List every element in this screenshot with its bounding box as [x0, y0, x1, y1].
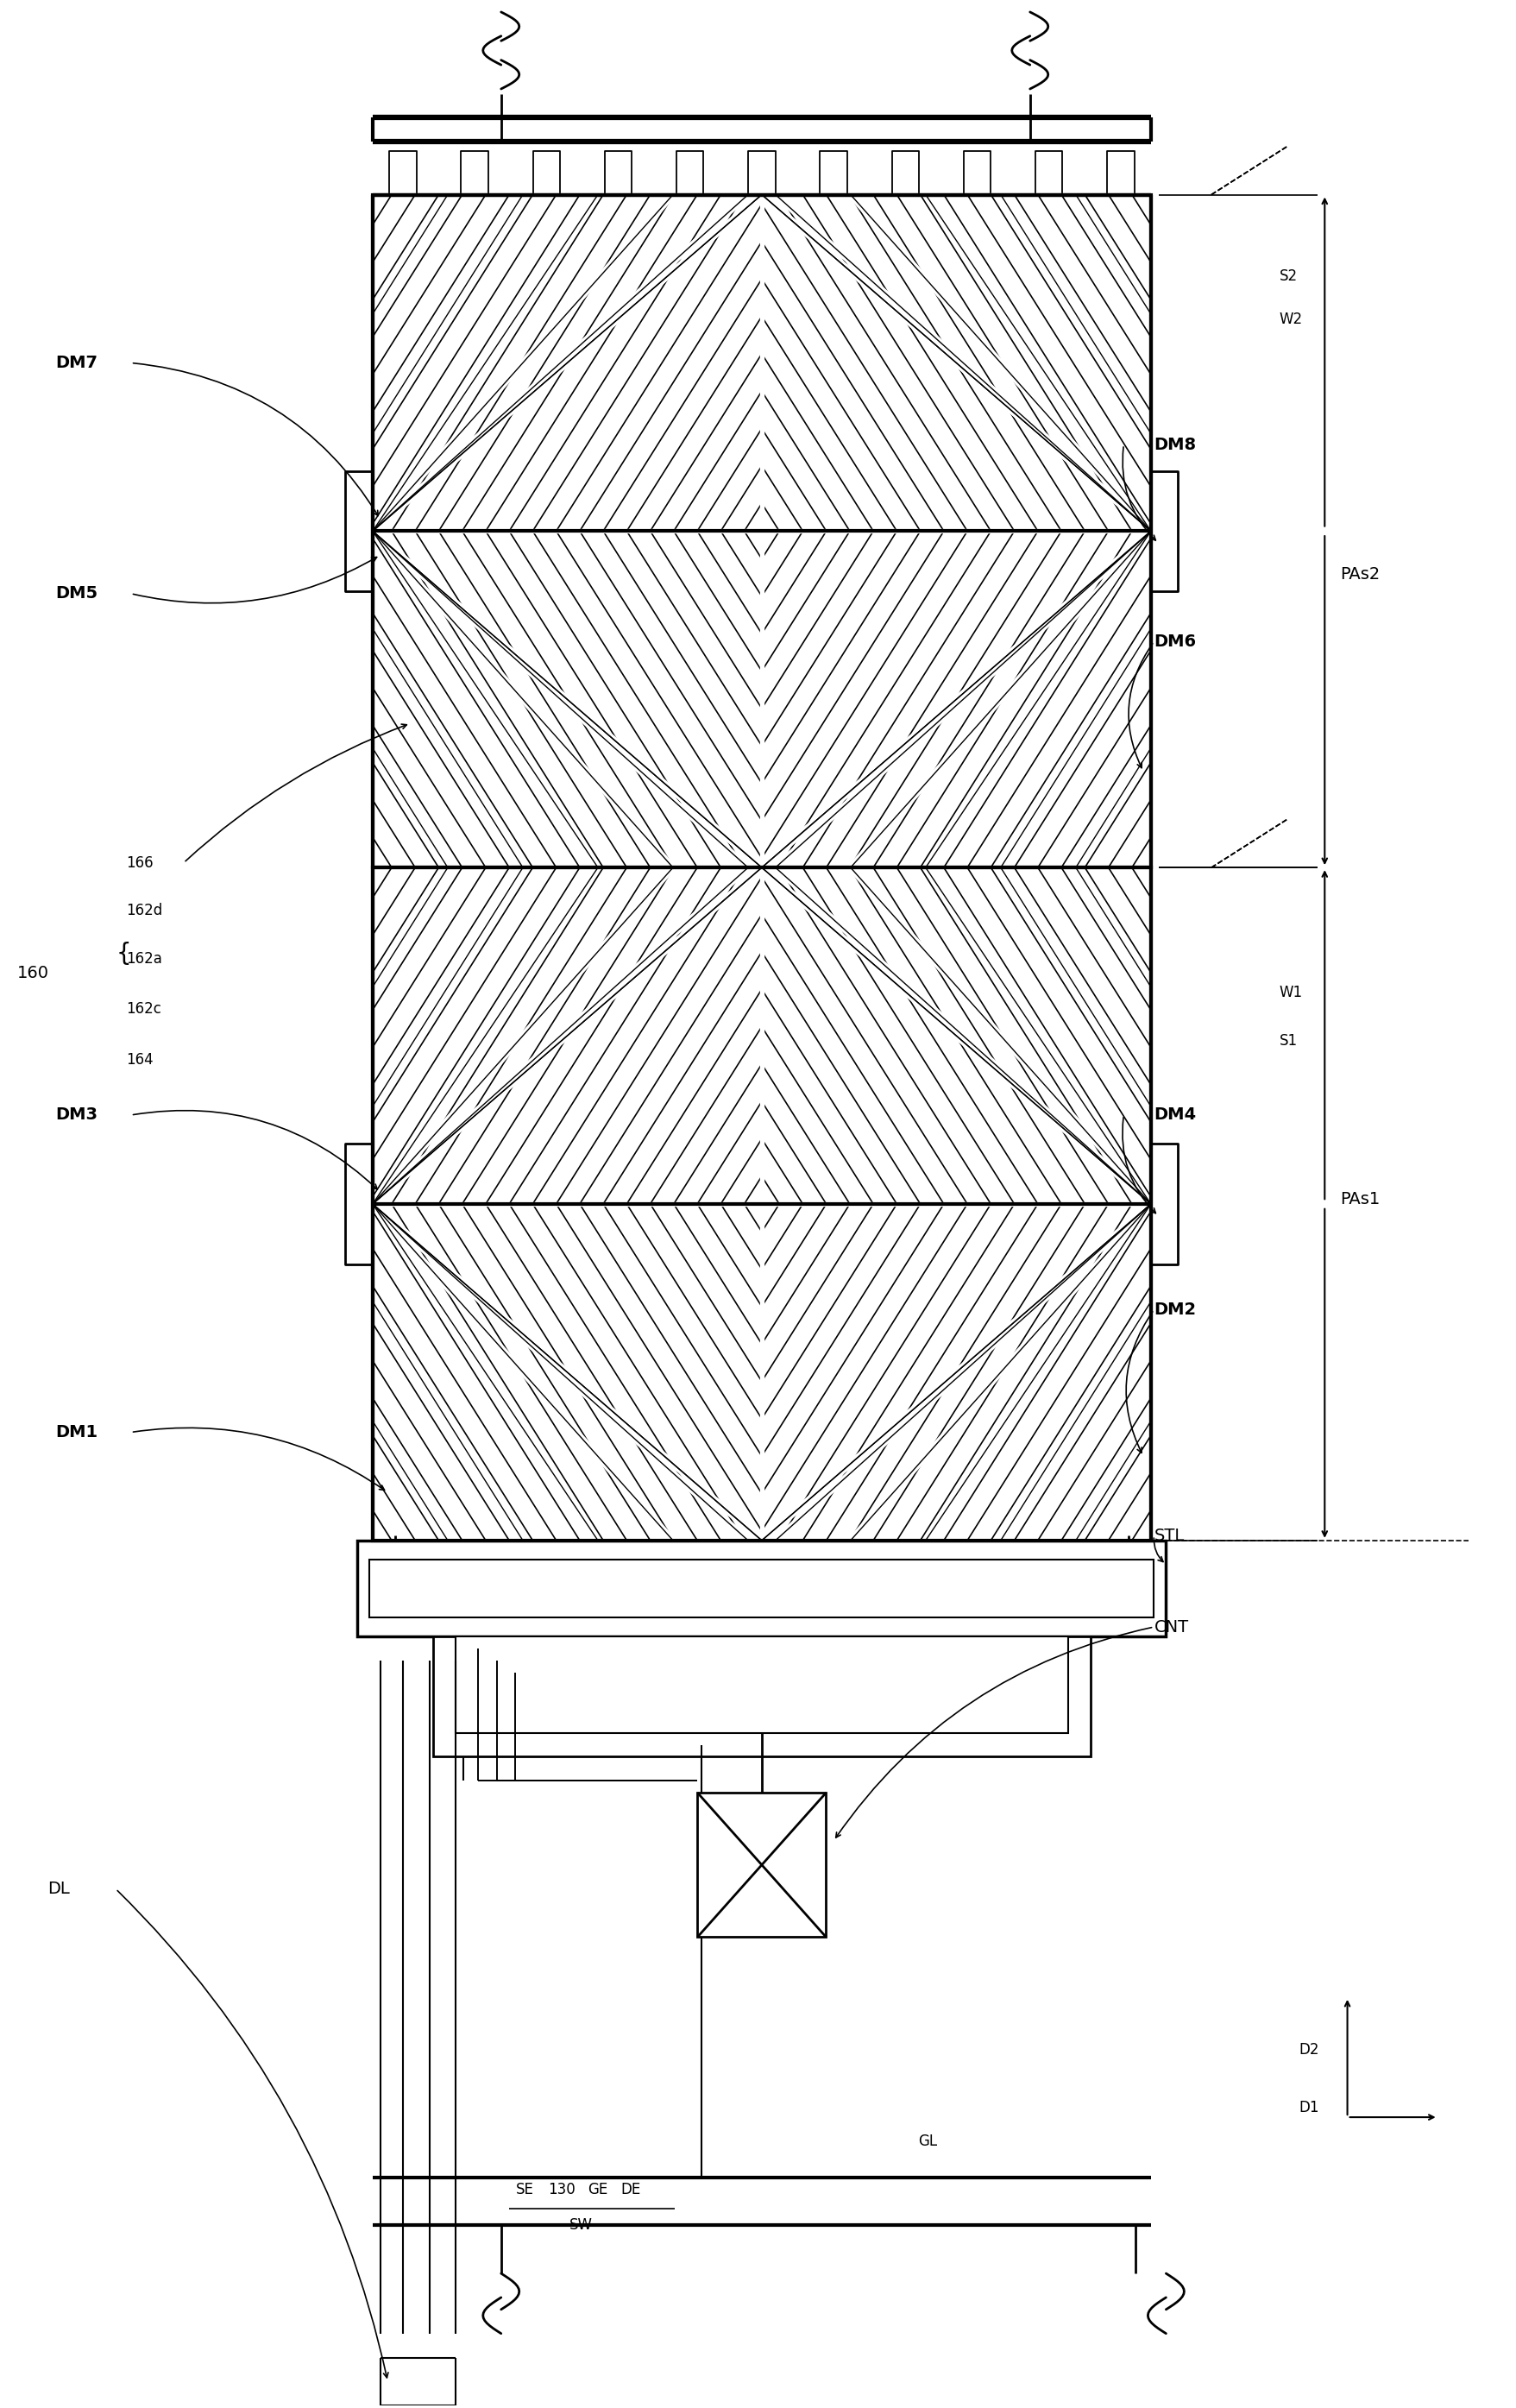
Text: DM5: DM5	[55, 585, 97, 602]
Text: {: {	[115, 942, 130, 966]
Bar	[373, 195, 1151, 867]
Bar	[434, 1637, 1090, 1758]
Text: 164: 164	[126, 1052, 153, 1067]
Text: SW: SW	[570, 2218, 593, 2232]
Text: GL: GL	[919, 2133, 937, 2148]
Bar	[358, 1541, 1166, 1637]
Text: GE: GE	[588, 2182, 608, 2196]
Text: STL: STL	[1154, 1527, 1184, 1544]
Text: DM8: DM8	[1154, 436, 1196, 453]
Text: 162d: 162d	[126, 903, 162, 917]
Bar	[456, 1637, 1067, 1734]
Text: DM2: DM2	[1154, 1303, 1196, 1317]
Text: PAs2: PAs2	[1340, 566, 1380, 583]
Text: SE: SE	[517, 2182, 534, 2196]
Text: 166: 166	[126, 855, 153, 872]
Text: 160: 160	[18, 966, 50, 982]
Text: DM4: DM4	[1154, 1108, 1196, 1122]
Bar	[697, 1794, 826, 1936]
Text: W1: W1	[1280, 985, 1302, 999]
Bar	[373, 867, 1151, 1541]
Text: DM3: DM3	[55, 1108, 97, 1122]
Text: CNT: CNT	[1154, 1618, 1189, 1635]
Text: 162a: 162a	[126, 951, 162, 966]
Text: D2: D2	[1299, 2042, 1319, 2059]
Text: 130: 130	[547, 2182, 575, 2196]
Text: S2: S2	[1280, 270, 1298, 284]
Text: DM1: DM1	[55, 1423, 97, 1440]
Text: 162c: 162c	[126, 1002, 162, 1016]
Text: PAs1: PAs1	[1340, 1192, 1380, 1206]
Bar	[370, 1560, 1154, 1618]
Text: DL: DL	[47, 1881, 70, 1898]
Text: D1: D1	[1299, 2100, 1319, 2114]
Text: S1: S1	[1280, 1033, 1298, 1047]
Text: W2: W2	[1280, 313, 1302, 327]
Text: DM7: DM7	[55, 354, 97, 371]
Text: DE: DE	[622, 2182, 641, 2196]
Text: DM6: DM6	[1154, 633, 1196, 650]
